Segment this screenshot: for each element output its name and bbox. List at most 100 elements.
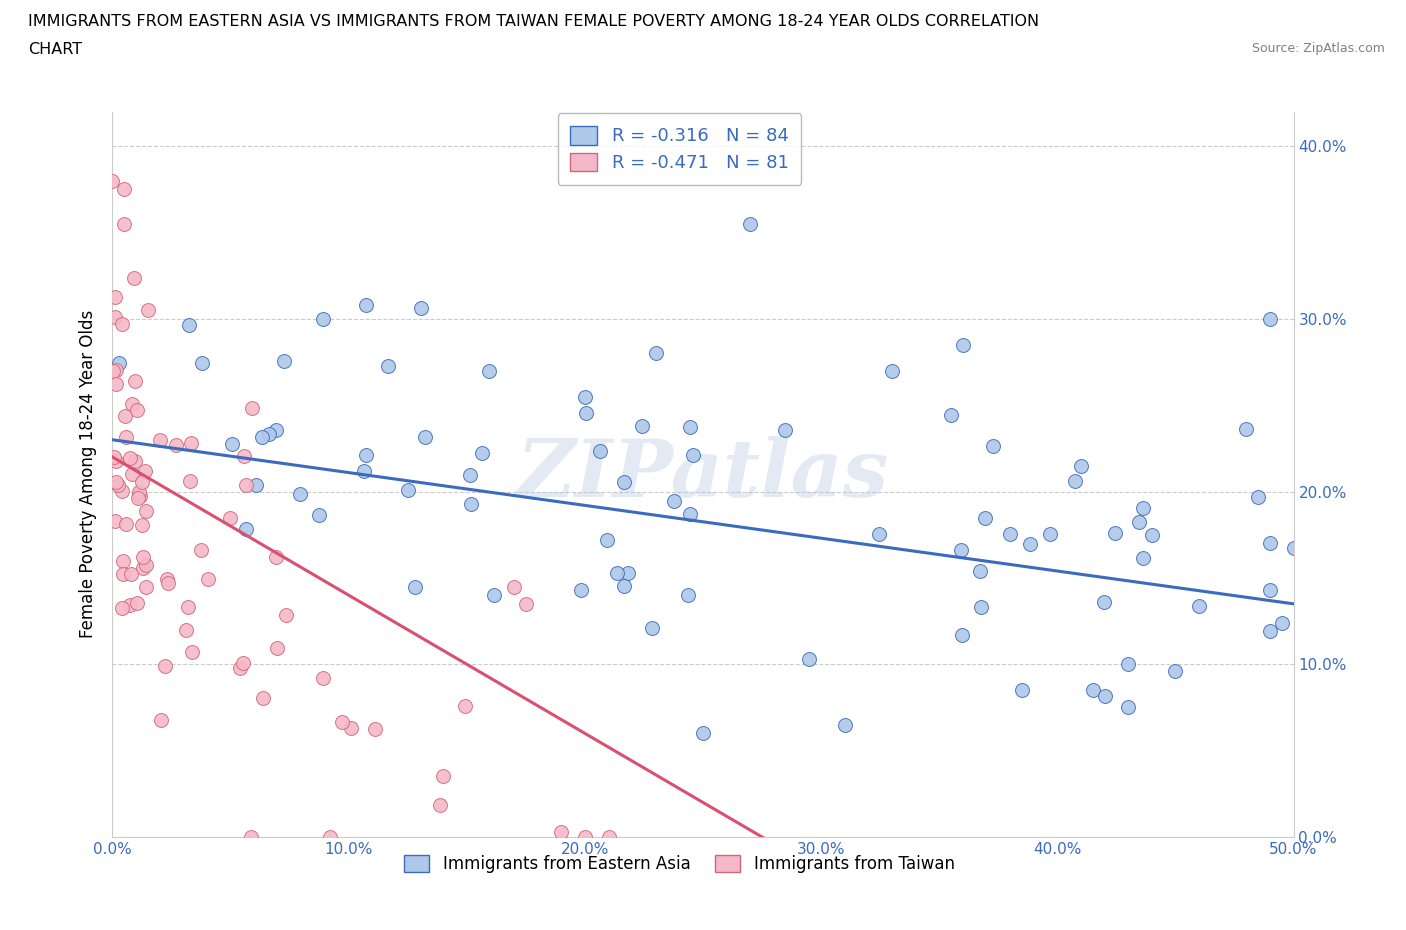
Point xyxy=(834,717,856,732)
Text: CHART: CHART xyxy=(28,42,82,57)
Point xyxy=(1258,583,1281,598)
Point xyxy=(550,824,572,839)
Point xyxy=(1247,489,1270,504)
Point xyxy=(135,504,157,519)
Point xyxy=(121,396,143,411)
Point xyxy=(191,356,214,371)
Point xyxy=(1258,312,1281,326)
Point xyxy=(232,448,254,463)
Point xyxy=(1271,616,1294,631)
Point xyxy=(969,564,991,578)
Point xyxy=(190,542,212,557)
Point xyxy=(596,532,619,547)
Point xyxy=(460,468,482,483)
Point xyxy=(179,473,201,488)
Point xyxy=(973,511,995,525)
Point xyxy=(429,798,451,813)
Point xyxy=(111,554,134,569)
Point xyxy=(354,298,377,312)
Point xyxy=(679,507,702,522)
Legend: Immigrants from Eastern Asia, Immigrants from Taiwan: Immigrants from Eastern Asia, Immigrants… xyxy=(398,848,962,880)
Point xyxy=(276,608,298,623)
Point xyxy=(101,364,124,379)
Point xyxy=(396,483,419,498)
Point xyxy=(125,595,148,610)
Point xyxy=(312,312,335,326)
Point xyxy=(197,572,219,587)
Point xyxy=(340,721,363,736)
Point xyxy=(131,518,153,533)
Point xyxy=(1132,500,1154,515)
Point xyxy=(266,641,288,656)
Point xyxy=(127,491,149,506)
Point xyxy=(1094,688,1116,703)
Point xyxy=(107,356,129,371)
Point xyxy=(613,475,636,490)
Point xyxy=(180,436,202,451)
Point xyxy=(1011,683,1033,698)
Point xyxy=(105,454,128,469)
Point xyxy=(478,364,501,379)
Point xyxy=(613,578,636,593)
Point xyxy=(1258,624,1281,639)
Point xyxy=(950,543,973,558)
Point xyxy=(132,561,155,576)
Point xyxy=(589,444,612,458)
Point xyxy=(111,483,134,498)
Point xyxy=(111,316,134,331)
Point xyxy=(252,690,274,705)
Point xyxy=(104,363,127,378)
Point xyxy=(998,526,1021,541)
Point xyxy=(515,596,537,611)
Point xyxy=(880,364,903,379)
Point xyxy=(598,830,620,844)
Point xyxy=(111,601,134,616)
Point xyxy=(411,300,433,315)
Point xyxy=(939,408,962,423)
Point xyxy=(363,721,385,736)
Point xyxy=(404,579,426,594)
Point xyxy=(1104,525,1126,540)
Point xyxy=(235,477,257,492)
Point xyxy=(1282,541,1305,556)
Point xyxy=(1140,527,1163,542)
Point xyxy=(131,474,153,489)
Point xyxy=(132,549,155,564)
Point xyxy=(129,488,152,503)
Point xyxy=(107,477,129,492)
Point xyxy=(273,353,295,368)
Point xyxy=(239,830,262,844)
Point xyxy=(631,418,654,433)
Point xyxy=(232,656,254,671)
Point xyxy=(177,317,200,332)
Point xyxy=(128,487,150,502)
Point xyxy=(1116,700,1139,715)
Point xyxy=(114,408,136,423)
Point xyxy=(218,511,240,525)
Point xyxy=(606,566,628,581)
Point xyxy=(868,526,890,541)
Point xyxy=(1128,514,1150,529)
Point xyxy=(229,660,252,675)
Point xyxy=(415,430,437,445)
Point xyxy=(250,430,273,445)
Point xyxy=(950,627,973,642)
Point xyxy=(115,516,138,531)
Point xyxy=(120,567,142,582)
Point xyxy=(432,769,454,784)
Point xyxy=(308,508,330,523)
Point xyxy=(157,576,180,591)
Point xyxy=(1234,421,1257,436)
Text: ZIPatlas: ZIPatlas xyxy=(517,435,889,513)
Point xyxy=(1188,599,1211,614)
Point xyxy=(574,389,596,404)
Point xyxy=(1064,473,1087,488)
Point xyxy=(290,487,312,502)
Point xyxy=(1116,657,1139,671)
Point xyxy=(105,474,128,489)
Point xyxy=(150,712,173,727)
Point xyxy=(981,439,1004,454)
Point xyxy=(319,830,342,844)
Point xyxy=(221,436,243,451)
Point xyxy=(155,658,177,673)
